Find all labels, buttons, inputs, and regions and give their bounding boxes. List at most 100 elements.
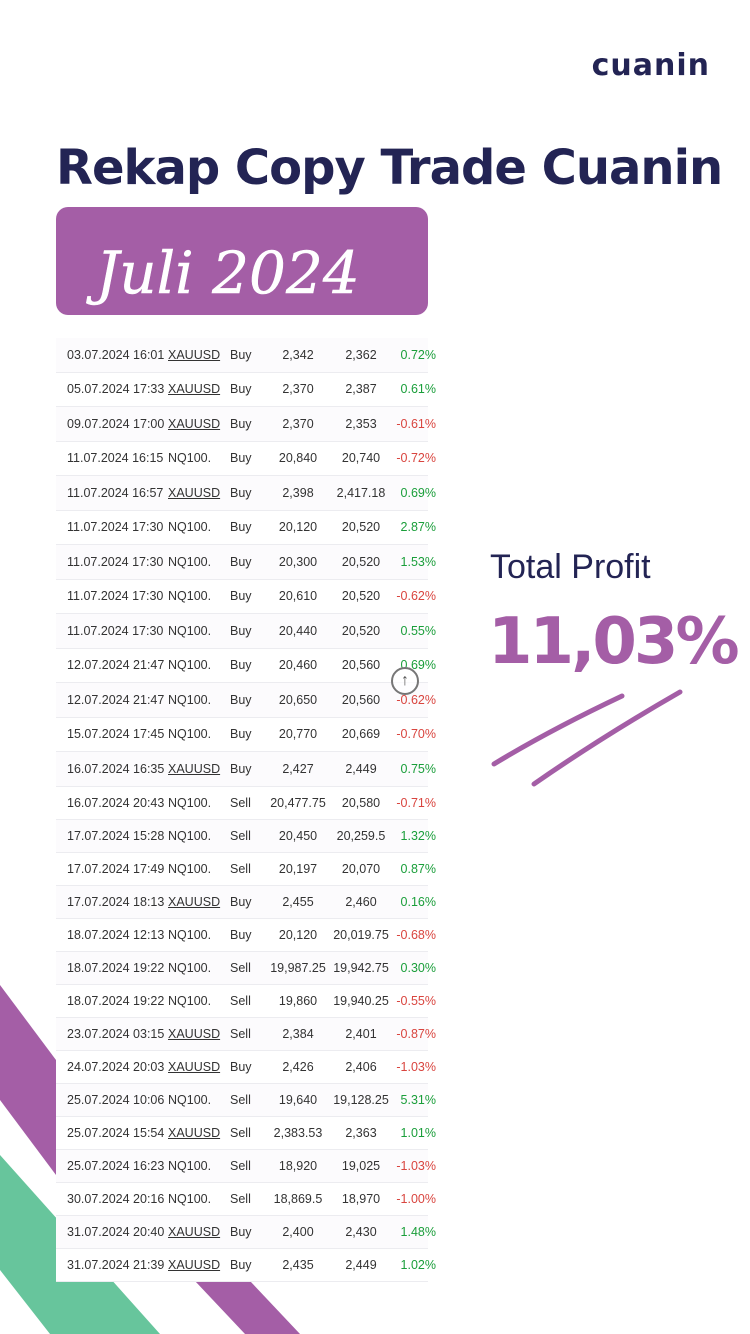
trade-date: 09.07.2024 17:00: [67, 416, 165, 431]
trade-side: Buy: [230, 1224, 252, 1239]
trade-close-price: 20,520: [341, 623, 381, 638]
month-banner: Juli 2024: [56, 207, 428, 315]
table-row: 18.07.2024 19:22 NQ100. Sell 19,860 19,940.2…: [56, 985, 436, 1018]
trade-close-price: 2,449: [345, 761, 377, 776]
trade-date: 24.07.2024 20:03: [67, 1059, 165, 1074]
trade-close-price: 20,259.5: [336, 828, 386, 843]
trade-profit-percent: -0.61%: [396, 416, 436, 431]
trade-open-price: 20,120: [278, 927, 318, 942]
trade-side: Buy: [230, 927, 252, 942]
trade-symbol: NQ100.: [168, 658, 212, 673]
trade-date: 23.07.2024 03:15: [67, 1026, 165, 1041]
trade-profit-percent: 1.02%: [400, 1257, 436, 1272]
trade-symbol: NQ100.: [168, 960, 212, 975]
cuanin-logo: cuanin: [591, 48, 710, 83]
trade-date: 12.07.2024 21:47: [67, 692, 165, 707]
trade-symbol[interactable]: XAUUSD: [168, 1257, 221, 1272]
table-row: 18.07.2024 19:22 NQ100. Sell 19,987.25 19,94…: [56, 951, 436, 985]
table-row: 11.07.2024 17:30 NQ100. Buy 20,440 20,520 0.5…: [56, 614, 436, 649]
trade-symbol: NQ100.: [168, 589, 212, 604]
trade-side: Buy: [230, 520, 252, 535]
trade-close-price: 18,970: [341, 1191, 381, 1206]
trade-date: 16.07.2024 16:35: [67, 761, 165, 776]
trade-close-price: 19,942.75: [333, 960, 389, 975]
table-row: 15.07.2024 17:45 NQ100. Buy 20,770 20,669 -0.…: [56, 718, 436, 752]
trade-date: 16.07.2024 20:43: [67, 795, 165, 810]
trade-close-price: 20,740: [341, 451, 381, 466]
trade-side: Buy: [230, 554, 252, 569]
trade-date: 31.07.2024 21:39: [67, 1257, 165, 1272]
trade-date: 18.07.2024 12:13: [67, 927, 165, 942]
trade-side: Buy: [230, 623, 252, 638]
trade-close-price: 19,128.25: [333, 1092, 389, 1107]
trade-symbol: NQ100.: [168, 623, 212, 638]
trade-profit-percent: 1.48%: [400, 1224, 436, 1239]
table-row: 11.07.2024 16:57 XAUUSD Buy 2,398 2,417.18 0.…: [56, 476, 436, 511]
trade-side: Buy: [230, 1059, 252, 1074]
trade-symbol[interactable]: XAUUSD: [168, 1125, 221, 1140]
trade-symbol[interactable]: XAUUSD: [168, 1224, 221, 1239]
trade-close-price: 19,025: [341, 1158, 381, 1173]
trade-open-price: 2,383.53: [273, 1125, 323, 1140]
purple-stripe-bottom: [195, 1281, 300, 1334]
trade-symbol[interactable]: XAUUSD: [168, 1026, 221, 1041]
trade-date: 17.07.2024 18:13: [67, 894, 165, 909]
trade-close-price: 20,560: [341, 692, 381, 707]
trade-date: 12.07.2024 21:47: [67, 658, 165, 673]
table-row: 05.07.2024 17:33 XAUUSD Buy 2,370 2,387 0.61%: [56, 373, 436, 407]
trade-open-price: 20,460: [278, 658, 318, 673]
trade-side: Sell: [230, 1158, 251, 1173]
trade-symbol[interactable]: XAUUSD: [168, 416, 221, 431]
trade-profit-percent: 0.16%: [400, 894, 436, 909]
page-title: Rekap Copy Trade Cuanin: [56, 140, 723, 196]
total-profit-value: 11,03%: [488, 605, 740, 679]
trade-date: 11.07.2024 17:30: [67, 554, 164, 569]
trade-side: Buy: [230, 761, 252, 776]
trade-date: 17.07.2024 17:49: [67, 861, 165, 876]
trade-profit-percent: 0.61%: [400, 382, 436, 397]
trade-side: Sell: [230, 993, 251, 1008]
trade-date: 31.07.2024 20:40: [67, 1224, 165, 1239]
trade-open-price: 2,370: [282, 382, 314, 397]
trade-symbol[interactable]: XAUUSD: [168, 485, 221, 500]
trade-symbol[interactable]: XAUUSD: [168, 382, 221, 397]
trade-symbol[interactable]: XAUUSD: [168, 894, 221, 909]
total-profit-label: Total Profit: [490, 548, 651, 586]
trade-open-price: 20,300: [278, 554, 318, 569]
table-row: 03.07.2024 16:01 XAUUSD Buy 2,342 2,362 0.72%: [56, 338, 436, 373]
trade-profit-percent: -0.70%: [396, 727, 436, 742]
trade-date: 11.07.2024 17:30: [67, 520, 164, 535]
trade-open-price: 19,640: [278, 1092, 318, 1107]
trade-profit-percent: 5.31%: [400, 1092, 436, 1107]
month-label: Juli 2024: [86, 239, 360, 307]
trade-profit-percent: 1.53%: [400, 554, 436, 569]
trade-date: 25.07.2024 16:23: [67, 1158, 165, 1173]
table-row: 17.07.2024 17:49 NQ100. Sell 20,197 20,070 0.…: [56, 853, 436, 886]
trade-side: Buy: [230, 347, 252, 362]
trade-symbol[interactable]: XAUUSD: [168, 1059, 221, 1074]
trade-profit-percent: -0.68%: [396, 927, 436, 942]
decorative-underline-strokes: [491, 689, 683, 787]
trade-close-price: 2,387: [345, 382, 377, 397]
trade-open-price: 2,384: [282, 1026, 314, 1041]
trade-profit-percent: 0.30%: [400, 960, 436, 975]
trade-date: 18.07.2024 19:22: [67, 960, 165, 975]
trade-symbol[interactable]: XAUUSD: [168, 347, 221, 362]
trade-table[interactable]: 03.07.2024 16:01 XAUUSD Buy 2,342 2,362 0.72%…: [56, 338, 436, 1282]
trade-side: Sell: [230, 1125, 251, 1140]
trade-open-price: 20,840: [278, 451, 318, 466]
trade-profit-percent: 0.69%: [400, 485, 436, 500]
trade-open-price: 2,427: [282, 761, 314, 776]
arrow-up-circle-icon[interactable]: ↑: [391, 667, 419, 695]
trade-symbol: NQ100.: [168, 1191, 212, 1206]
trade-symbol[interactable]: XAUUSD: [168, 761, 221, 776]
trade-close-price: 2,401: [345, 1026, 377, 1041]
trade-symbol: NQ100.: [168, 1092, 212, 1107]
table-row: 12.07.2024 21:47 NQ100. Buy 20,460 20,560 0.6…: [56, 649, 436, 683]
table-row: 25.07.2024 15:54 XAUUSD Sell 2,383.53 2,363 1…: [56, 1117, 436, 1150]
trade-profit-percent: 0.55%: [400, 623, 436, 638]
trade-profit-percent: -0.55%: [396, 993, 436, 1008]
trade-close-price: 2,449: [345, 1257, 377, 1272]
trade-open-price: 2,435: [282, 1257, 314, 1272]
trade-side: Buy: [230, 692, 252, 707]
